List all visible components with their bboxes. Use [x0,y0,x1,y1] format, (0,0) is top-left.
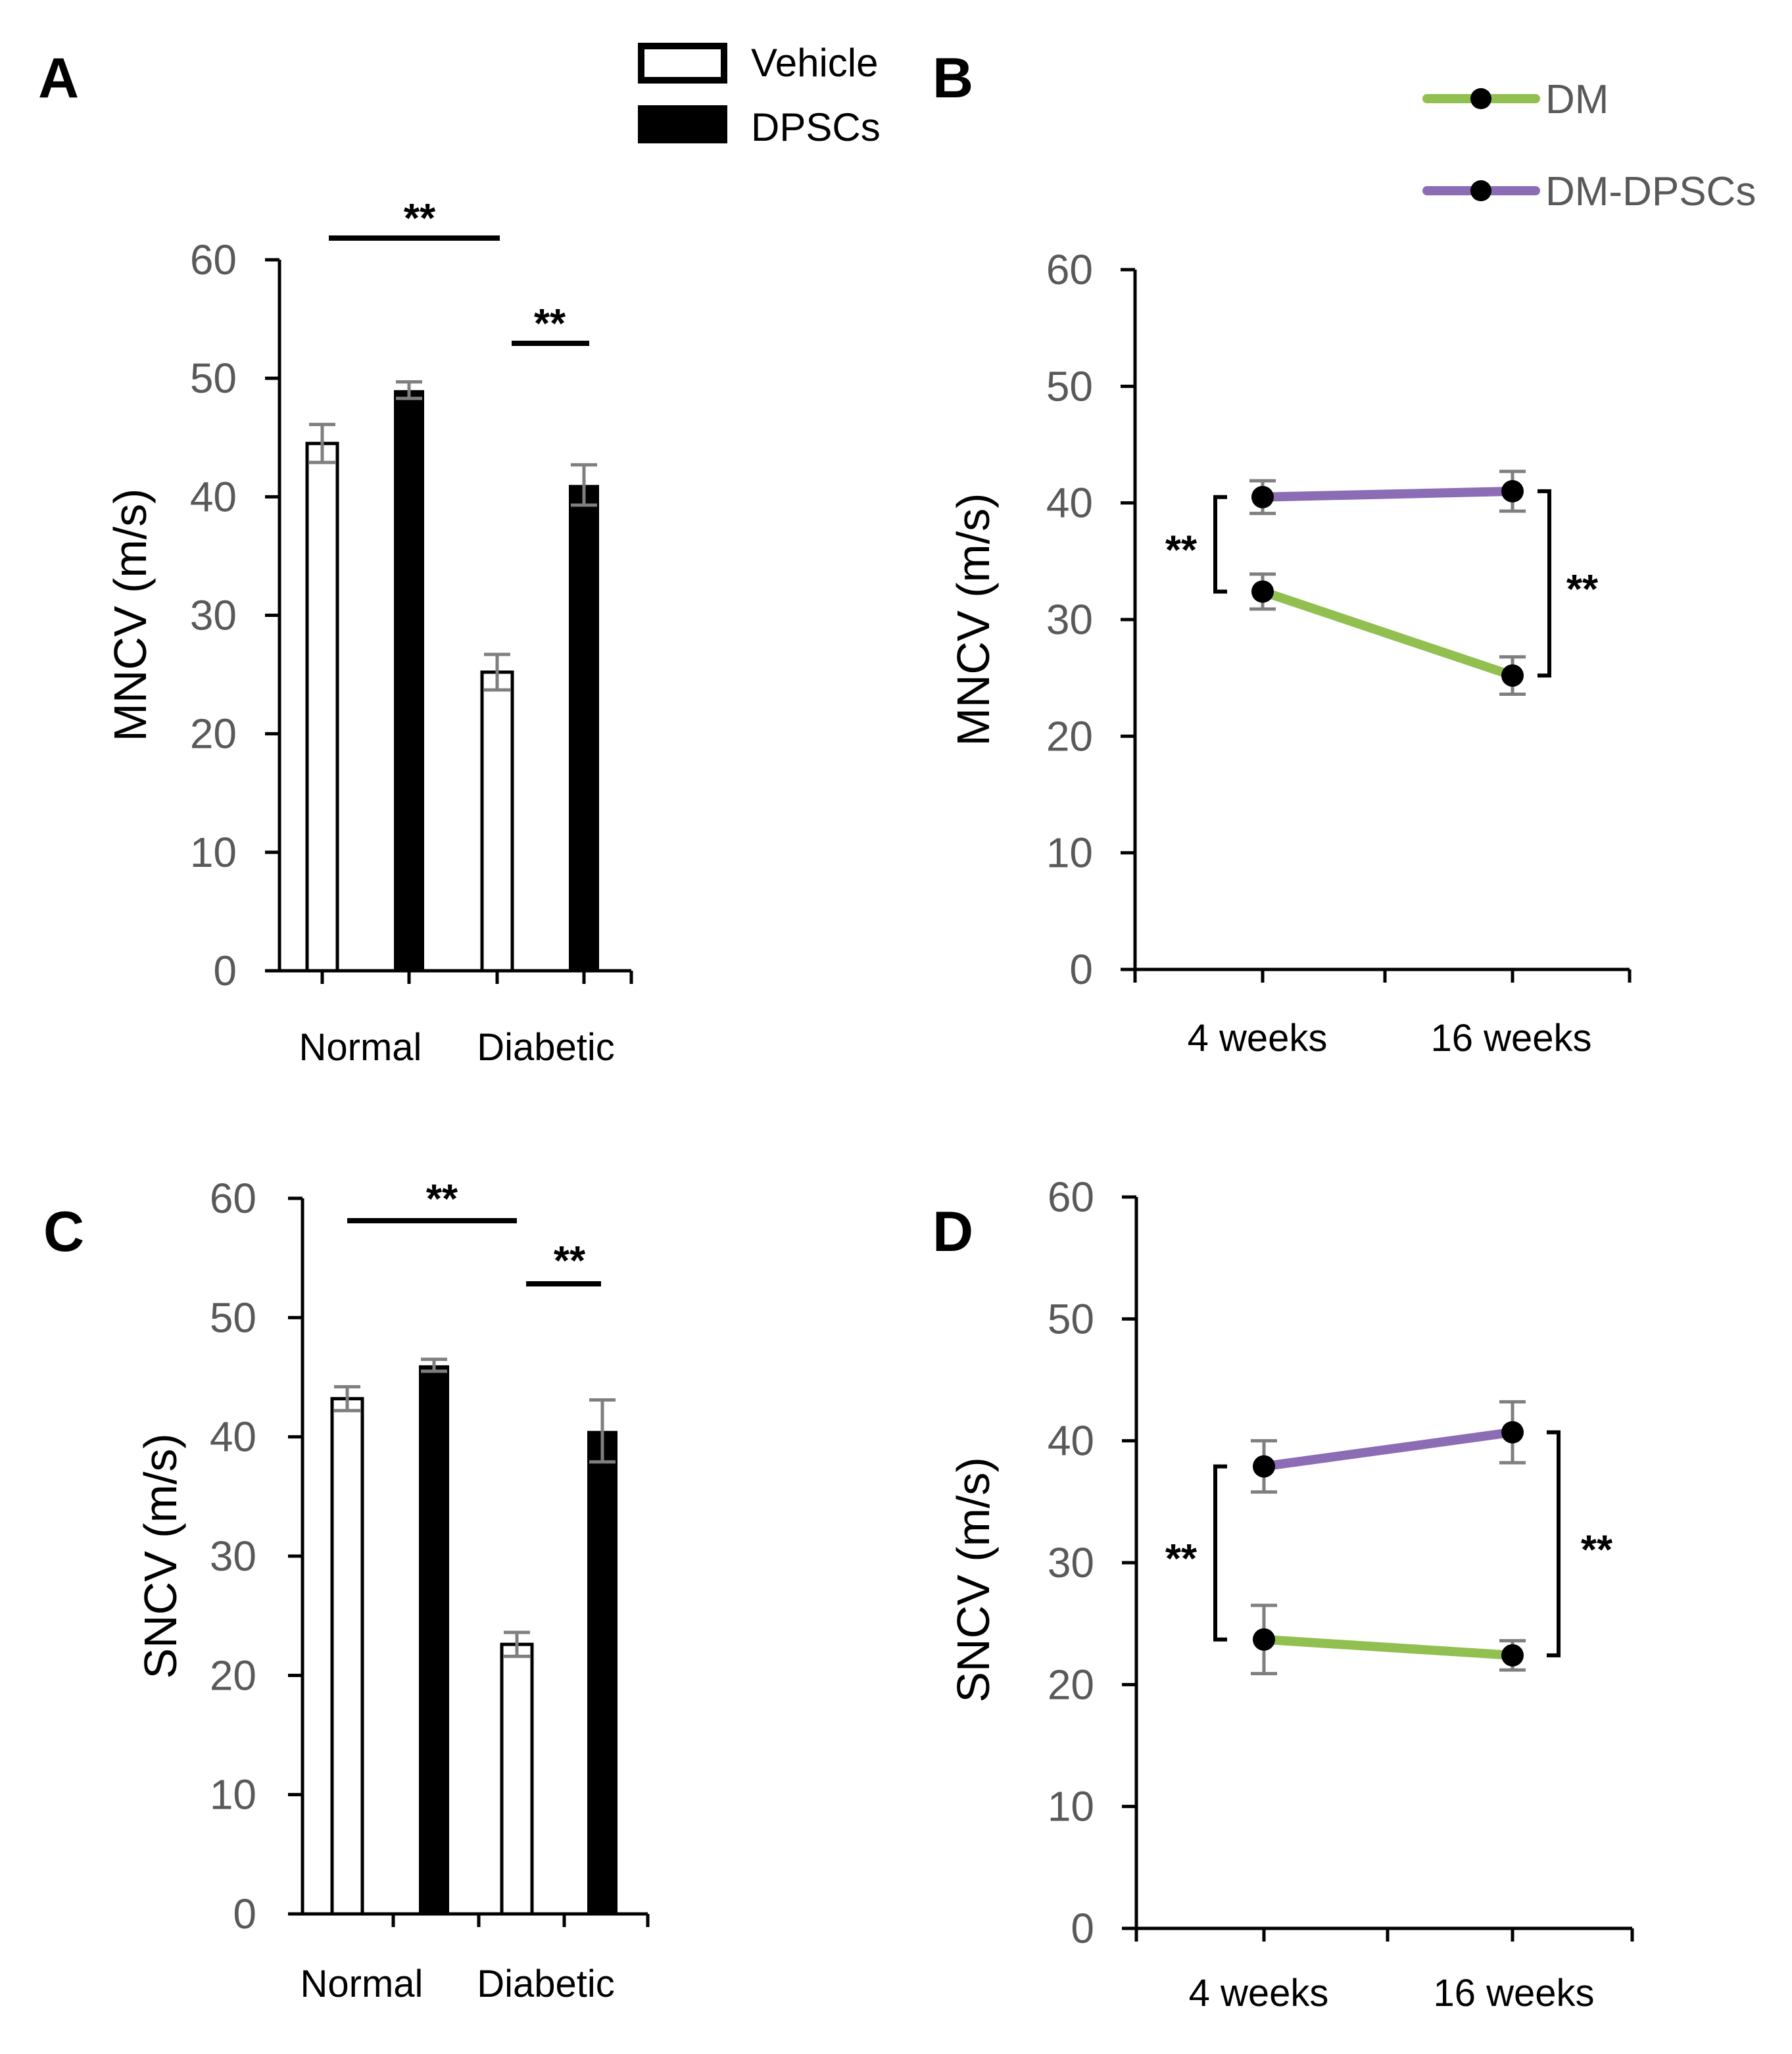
panel-letter-a: A [38,47,79,110]
y-tick-label: 0 [1071,1905,1094,1952]
y-tick-label: 40 [1048,1417,1094,1465]
panel-letter-b: B [932,47,973,110]
y-tick-label: 40 [210,1413,256,1461]
series-line-dm-dpscs [1258,486,1517,502]
y-tick-label: 0 [233,1890,256,1938]
y-tick-label: 10 [190,829,237,876]
x-category-label: 4 weeks [1189,1972,1329,2015]
chart-a-mncv-bars: 0 10 20 30 40 50 60 MNCV (m/s) Normal Diabetic ** *… [105,196,633,1069]
series-line-dm-dpscs [1259,1427,1517,1471]
panel-letter-d: D [932,1200,973,1263]
y-tick-label: 40 [1046,479,1093,527]
y-tick-label: 10 [210,1771,256,1819]
x-category-label: Normal [301,1963,424,2005]
series-line-dm [1259,1634,1517,1660]
legend-label-dm-dpscs: DM-DPSCs [1545,169,1756,214]
y-tick-label: 20 [1048,1661,1094,1708]
x-category-label: 16 weeks [1430,1017,1591,1060]
y-axis-title: SNCV (m/s) [948,1457,999,1702]
y-tick-label: 20 [210,1651,256,1699]
significance-bracket [1547,1430,1561,1657]
y-tick-label: 30 [190,592,237,639]
significance-bracket [1538,489,1551,678]
data-point-dm-dpscs [1501,479,1524,502]
bar-vehicle-diabetic [500,1642,534,1916]
bar-vehicle-diabetic [480,670,514,973]
significance-label: ** [1165,528,1198,574]
data-point-dm [1251,580,1274,603]
y-tick-label: 40 [190,473,237,520]
data-point-dm [1501,664,1524,687]
legend-marker-dm-dpscs [1470,180,1491,201]
significance-bracket [1213,1464,1227,1642]
bar-dpscs-normal [419,1365,449,1914]
significance-label: ** [534,301,566,347]
y-tick-label: 60 [1048,1173,1094,1221]
legend-swatch-vehicle [638,43,727,84]
data-point-dm [1253,1628,1275,1651]
legend-label-dpscs: DPSCs [751,105,881,149]
y-tick-label: 30 [210,1532,256,1580]
chart-d-sncv-lines: 0 10 20 30 40 50 60 SNCV (m/s) 4 weeks 16 weeks **… [948,1173,1634,2015]
panel-letter-c: C [43,1200,84,1263]
y-tick-label: 10 [1046,829,1093,877]
legend-label-vehicle: Vehicle [751,41,878,85]
y-tick-label: 50 [190,355,237,402]
significance-bracket [1213,495,1227,594]
y-tick-label: 30 [1046,596,1093,643]
legend-swatch-dpscs [638,105,727,143]
significance-label: ** [554,1238,586,1284]
significance-label: ** [1581,1527,1613,1573]
y-tick-label: 20 [190,710,237,758]
bar-vehicle-normal [305,441,339,973]
y-tick-label: 50 [1048,1295,1094,1342]
y-tick-label: 20 [1046,712,1093,760]
data-point-dm-dpscs [1501,1421,1524,1444]
significance-label: ** [426,1177,458,1222]
y-tick-label: 10 [1048,1783,1094,1830]
chart-b-mncv-lines: 0 10 20 30 40 50 60 MNCV (m/s) 4 weeks 16 weeks **… [948,246,1632,1060]
bar-dpscs-normal [394,390,424,971]
bar-vehicle-normal [330,1397,364,1916]
y-tick-label: 0 [213,947,237,994]
data-point-dm [1501,1644,1524,1667]
x-category-label: Diabetic [477,1963,615,2005]
x-category-label: 16 weeks [1433,1972,1594,2015]
y-tick-label: 50 [1046,362,1093,410]
x-category-label: Diabetic [477,1026,615,1069]
legend-marker-dm [1470,88,1491,109]
y-tick-label: 50 [210,1294,256,1341]
y-axis-title: MNCV (m/s) [948,493,999,746]
bar-dpscs-diabetic [569,485,599,971]
data-point-dm-dpscs [1253,1455,1275,1478]
y-tick-label: 0 [1069,946,1093,993]
y-tick-label: 60 [1046,246,1093,293]
series-line-dm [1258,587,1517,681]
significance-label: ** [1165,1536,1198,1582]
y-tick-label: 60 [190,236,237,283]
line-legend: DM DM-DPSCs [1422,77,1756,214]
bar-legend: Vehicle DPSCs [638,41,881,149]
y-tick-label: 60 [210,1175,256,1222]
y-axis-title: SNCV (m/s) [135,1433,186,1678]
significance-label: ** [404,196,436,241]
x-category-label: Normal [299,1026,422,1069]
x-category-label: 4 weeks [1188,1017,1328,1060]
chart-c-sncv-bars: 0 10 20 30 40 50 60 SNCV (m/s) Normal Diabetic ** *… [135,1175,650,2005]
legend-label-dm: DM [1545,77,1609,122]
y-tick-label: 30 [1048,1539,1094,1586]
bar-dpscs-diabetic [587,1430,618,1914]
data-point-dm-dpscs [1251,485,1274,508]
y-axis-title: MNCV (m/s) [105,489,156,742]
significance-label: ** [1566,567,1599,612]
